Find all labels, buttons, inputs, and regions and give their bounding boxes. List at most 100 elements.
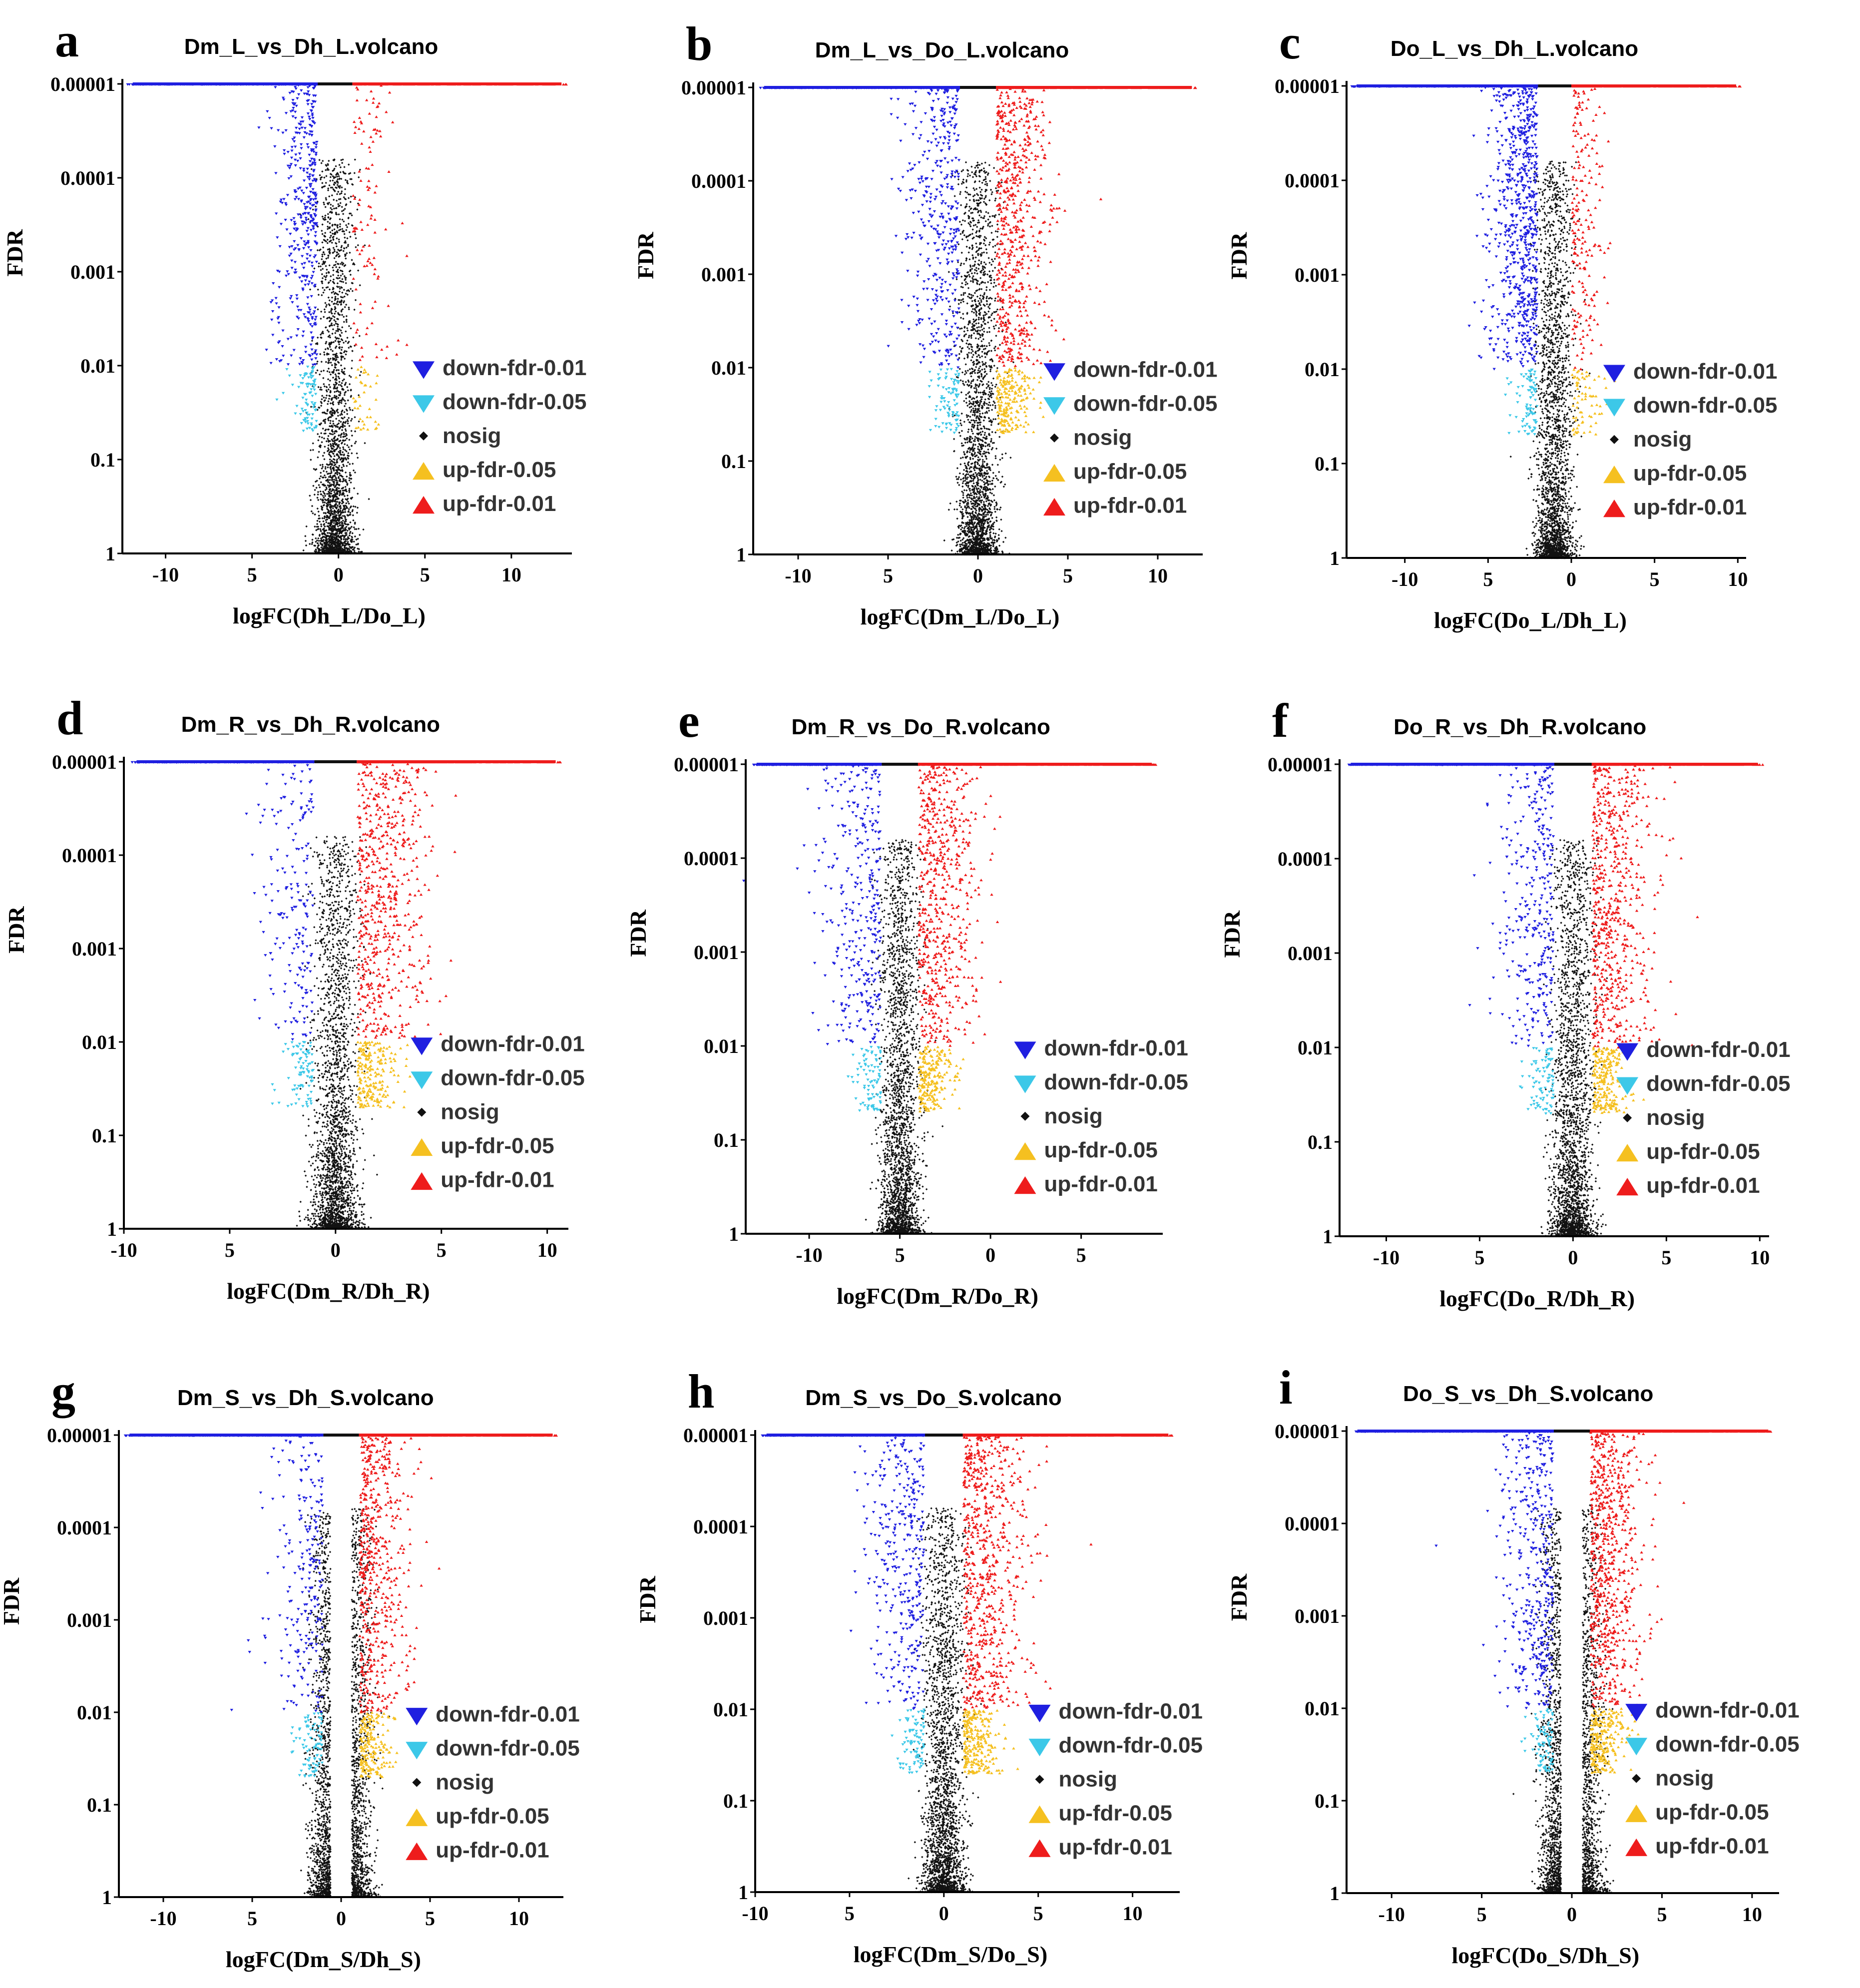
nosig-saturation-band bbox=[960, 86, 996, 89]
legend-item-up_fdr_0_01: up-fdr-0.01 bbox=[411, 1168, 554, 1192]
legend-label: up-fdr-0.01 bbox=[1646, 1173, 1760, 1198]
legend-marker bbox=[1616, 1144, 1639, 1162]
panel-title: Do_S_vs_Dh_S.volcano bbox=[1403, 1382, 1653, 1406]
legend-label: up-fdr-0.05 bbox=[1059, 1801, 1172, 1825]
legend-item-up_fdr_0_01: up-fdr-0.01 bbox=[1603, 495, 1747, 519]
legend-label: nosig bbox=[441, 1100, 499, 1124]
y-tick-label: 0.01 bbox=[1305, 1697, 1340, 1720]
panel-letter: a bbox=[55, 13, 79, 67]
up-saturation-band bbox=[359, 1434, 553, 1437]
legend-marker bbox=[1625, 1704, 1648, 1722]
up-saturation-band bbox=[1590, 1430, 1769, 1433]
legend-item-nosig: nosig bbox=[1035, 1767, 1117, 1791]
legend-label: up-fdr-0.01 bbox=[436, 1838, 549, 1863]
legend-label: down-fdr-0.01 bbox=[1646, 1037, 1790, 1062]
y-tick-label: 0.001 bbox=[72, 938, 117, 960]
down-fdr-0.01-points bbox=[126, 83, 320, 367]
legend-marker bbox=[1043, 363, 1065, 381]
up-fdr-0.01-points bbox=[1590, 763, 1765, 1049]
legend-label: up-fdr-0.01 bbox=[1059, 1835, 1172, 1859]
legend-item-up_fdr_0_01: up-fdr-0.01 bbox=[1616, 1173, 1760, 1198]
legend-label: up-fdr-0.05 bbox=[1646, 1139, 1760, 1164]
down-fdr-0.05-points bbox=[1503, 368, 1539, 436]
legend-item-down_fdr_0_01: down-fdr-0.01 bbox=[411, 1032, 585, 1056]
legend-marker bbox=[413, 462, 435, 480]
y-tick-label: 1 bbox=[738, 1881, 748, 1904]
legend-label: down-fdr-0.05 bbox=[1655, 1732, 1799, 1757]
nosig-points bbox=[908, 1507, 982, 1894]
legend-item-up_fdr_0_01: up-fdr-0.01 bbox=[406, 1838, 549, 1863]
data-points bbox=[742, 763, 1158, 1235]
panel-title: Do_L_vs_Dh_L.volcano bbox=[1391, 36, 1638, 61]
legend-item-down_fdr_0_01: down-fdr-0.01 bbox=[1603, 359, 1777, 384]
panel-i: i Do_S_vs_Dh_S.volcano 0.00001 0.0001 0.001 0… bbox=[1226, 1361, 1800, 1968]
legend-item-nosig: nosig bbox=[1050, 426, 1132, 450]
up-fdr-0.05-points bbox=[352, 365, 381, 431]
legend-label: down-fdr-0.01 bbox=[1059, 1699, 1203, 1723]
down-fdr-0.01-points bbox=[1354, 1430, 1555, 1710]
legend-marker bbox=[1603, 466, 1625, 484]
nosig-saturation-band bbox=[882, 763, 918, 766]
legend-marker bbox=[1043, 397, 1065, 415]
y-axis-label: FDR bbox=[1219, 910, 1245, 958]
legend-label: nosig bbox=[1044, 1104, 1102, 1128]
x-tick-label: 10 bbox=[1148, 564, 1168, 587]
legend: down-fdr-0.01 down-fdr-0.05 nosig up-fdr-0.… bbox=[413, 356, 586, 516]
x-axis-label: logFC(Dm_L/Do_L) bbox=[861, 604, 1060, 629]
legend-label: down-fdr-0.01 bbox=[1073, 358, 1217, 382]
y-tick-label: 0.1 bbox=[1315, 453, 1340, 475]
x-tick-label: 0 bbox=[331, 1239, 341, 1261]
legend-item-up_fdr_0_01: up-fdr-0.01 bbox=[1028, 1835, 1172, 1859]
up-fdr-0.05-points bbox=[995, 366, 1045, 434]
panel-title: Dm_S_vs_Dh_S.volcano bbox=[177, 1386, 434, 1410]
up-saturation-band bbox=[1571, 84, 1736, 87]
legend-label: up-fdr-0.05 bbox=[441, 1134, 554, 1158]
legend-item-down_fdr_0_01: down-fdr-0.01 bbox=[1043, 358, 1217, 382]
y-tick-label: 1 bbox=[102, 1886, 112, 1909]
x-tick-label: -10 bbox=[1379, 1903, 1405, 1926]
legend-item-down_fdr_0_01: down-fdr-0.01 bbox=[406, 1702, 580, 1727]
y-tick-label: 0.001 bbox=[701, 263, 746, 286]
data-points bbox=[126, 82, 568, 555]
nosig-saturation-band bbox=[318, 82, 353, 85]
legend-label: up-fdr-0.01 bbox=[1044, 1172, 1157, 1196]
legend-marker bbox=[1050, 433, 1059, 443]
x-tick-label: 0 bbox=[336, 1907, 346, 1930]
y-tick-label: 0.1 bbox=[90, 449, 115, 471]
legend-label: down-fdr-0.05 bbox=[1073, 392, 1217, 416]
x-tick-label: 10 bbox=[537, 1239, 557, 1261]
panel-a: a Dm_L_vs_Dh_L.volcano 0.00001 0.0001 0.001 0… bbox=[2, 13, 586, 628]
legend-marker bbox=[412, 1778, 422, 1787]
legend-label: nosig bbox=[1059, 1767, 1117, 1791]
legend-item-nosig: nosig bbox=[1632, 1766, 1714, 1791]
down-fdr-0.01-points bbox=[1350, 84, 1539, 371]
legend-marker bbox=[1603, 365, 1625, 383]
y-tick-label: 0.001 bbox=[703, 1607, 748, 1629]
nosig-points bbox=[1540, 839, 1614, 1238]
legend-item-up_fdr_0_05: up-fdr-0.05 bbox=[406, 1804, 549, 1829]
x-tick-label: -10 bbox=[1392, 568, 1418, 590]
panel-letter: c bbox=[1279, 15, 1301, 69]
x-tick-label: 5 bbox=[247, 1907, 257, 1930]
legend-label: down-fdr-0.05 bbox=[1044, 1070, 1188, 1094]
legend-label: up-fdr-0.05 bbox=[1044, 1138, 1157, 1162]
down-saturation-band bbox=[136, 760, 315, 763]
y-tick-label: 0.0001 bbox=[1285, 1512, 1340, 1535]
y-tick-label: 0.00001 bbox=[1275, 75, 1340, 97]
up-fdr-0.01-points bbox=[917, 763, 1158, 1047]
legend-marker bbox=[406, 1742, 428, 1760]
x-tick-label: 0 bbox=[1568, 1246, 1578, 1269]
y-tick-label: 1 bbox=[107, 1218, 117, 1240]
legend: down-fdr-0.01 down-fdr-0.05 nosig up-fdr-0.… bbox=[1043, 358, 1217, 518]
y-axis-label: FDR bbox=[635, 1575, 660, 1623]
legend-label: down-fdr-0.01 bbox=[1044, 1036, 1188, 1060]
x-tick-label: 5 bbox=[845, 1902, 855, 1925]
up-fdr-0.05-points bbox=[917, 1044, 965, 1113]
data-points bbox=[1350, 84, 1742, 559]
panel-g: g Dm_S_vs_Dh_S.volcano 0.00001 0.0001 0.001 0… bbox=[0, 1365, 580, 1972]
legend-item-up_fdr_0_05: up-fdr-0.05 bbox=[413, 458, 556, 482]
legend-marker bbox=[1028, 1704, 1051, 1723]
panel-b: b Dm_L_vs_Do_L.volcano 0.00001 0.0001 0.001 0… bbox=[633, 17, 1217, 629]
panel-letter: f bbox=[1272, 694, 1289, 747]
x-tick-label: -10 bbox=[152, 563, 179, 586]
